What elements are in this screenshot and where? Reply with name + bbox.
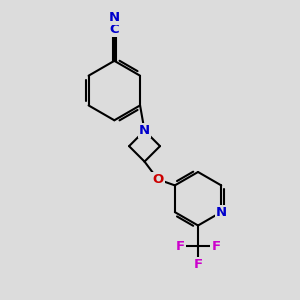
Text: N: N xyxy=(109,11,120,24)
Text: N: N xyxy=(216,206,227,219)
Text: N: N xyxy=(139,124,150,137)
Text: F: F xyxy=(211,240,220,253)
Text: F: F xyxy=(194,258,202,271)
Text: F: F xyxy=(176,240,185,253)
Text: O: O xyxy=(152,173,164,186)
Text: C: C xyxy=(110,23,119,36)
